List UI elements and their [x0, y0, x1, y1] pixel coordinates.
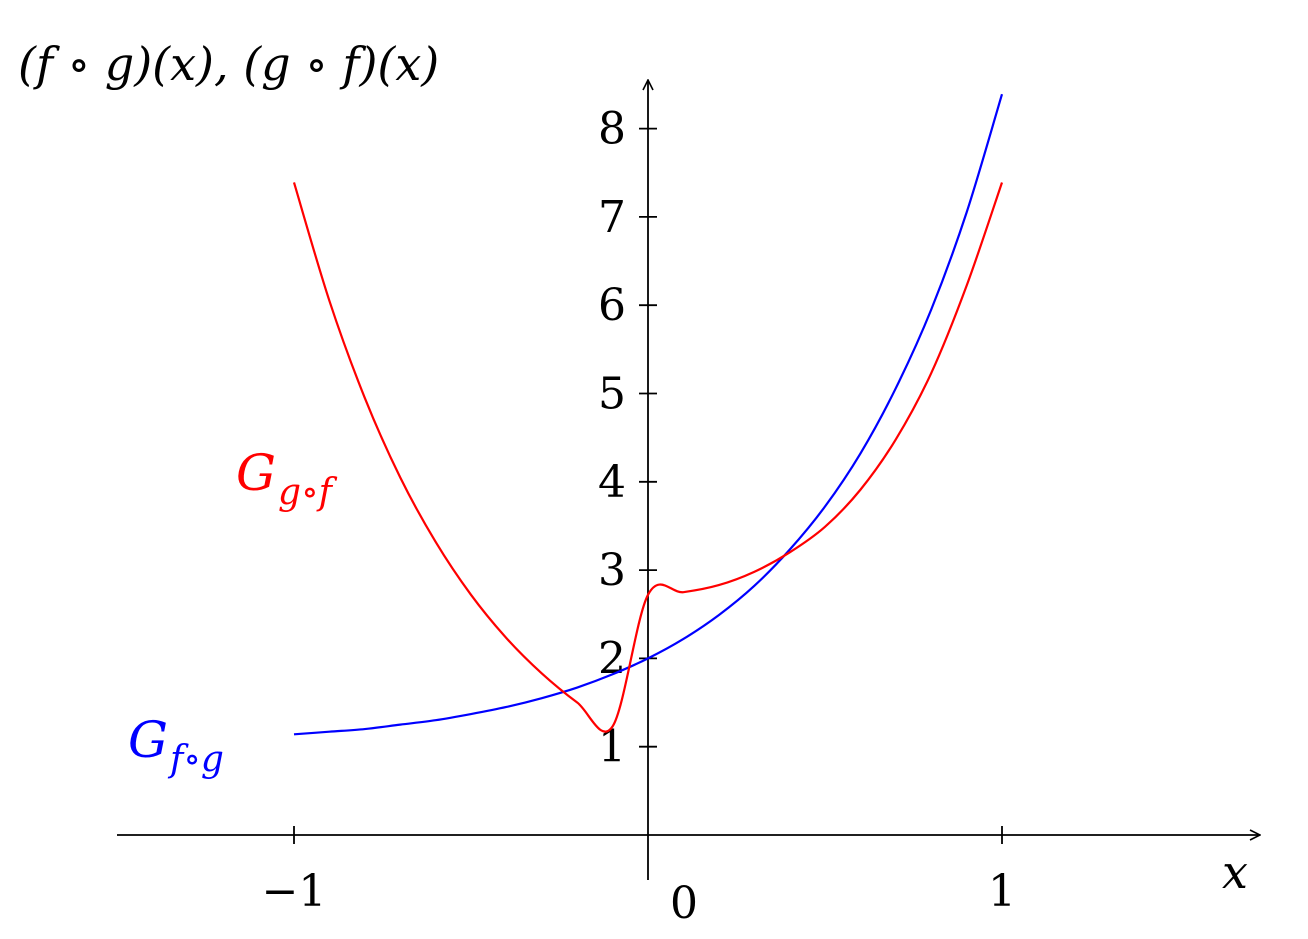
y-tick-label: 7 [598, 192, 626, 243]
y-tick-label: 1 [598, 722, 626, 773]
y-tick-label: 6 [598, 280, 626, 331]
series-g-of-f-line [292, 182, 1004, 733]
x-tick-label: 0 [670, 878, 698, 929]
series-label-main: G [128, 711, 168, 769]
y-axis-label: (f ∘ g)(x), (g ∘ f)(x) [18, 37, 439, 91]
x-axis-label: x [1222, 845, 1248, 899]
y-tick-label: 4 [598, 457, 626, 508]
y-tick-label: 5 [598, 369, 626, 420]
series-g-of-f-label: Gg∘f [236, 444, 338, 513]
series-f-of-g-label: Gf∘g [128, 711, 224, 780]
y-tick-label: 8 [598, 104, 626, 155]
series-label-sub: f∘g [167, 739, 224, 780]
series-labels: Gf∘gGg∘f [128, 444, 338, 780]
x-tick-label: −1 [262, 866, 327, 917]
x-ticks: −1 0 1 [262, 826, 1016, 929]
y-tick-label: 2 [598, 633, 626, 684]
x-tick-label: 1 [988, 866, 1016, 917]
series-label-sub: g∘f [278, 472, 338, 513]
series-label-main: G [236, 444, 276, 502]
series-f-of-g-line [293, 93, 1004, 736]
series-layer [292, 93, 1004, 736]
y-tick-label: 3 [598, 545, 626, 596]
